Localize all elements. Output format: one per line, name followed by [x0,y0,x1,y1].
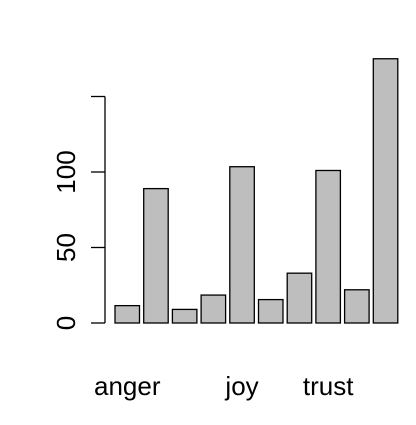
y-tick-label: 0 [51,316,81,330]
bar [171,308,198,324]
bar [286,272,313,324]
x-axis-labels: anger joy trust [94,371,354,401]
y-axis: 0 50 100 [51,95,106,330]
x-category-label: anger [94,371,161,401]
y-tick-label: 50 [51,233,81,262]
y-tick-label: 100 [51,150,81,193]
bar [143,187,169,324]
x-category-label: trust [303,371,354,401]
bar [200,294,227,324]
bar [257,298,284,324]
bar [229,166,255,324]
bar [315,169,342,324]
bars [114,58,399,324]
bar [343,289,370,324]
x-category-label: joy [224,371,258,401]
bar [372,58,399,324]
bar [114,304,141,324]
